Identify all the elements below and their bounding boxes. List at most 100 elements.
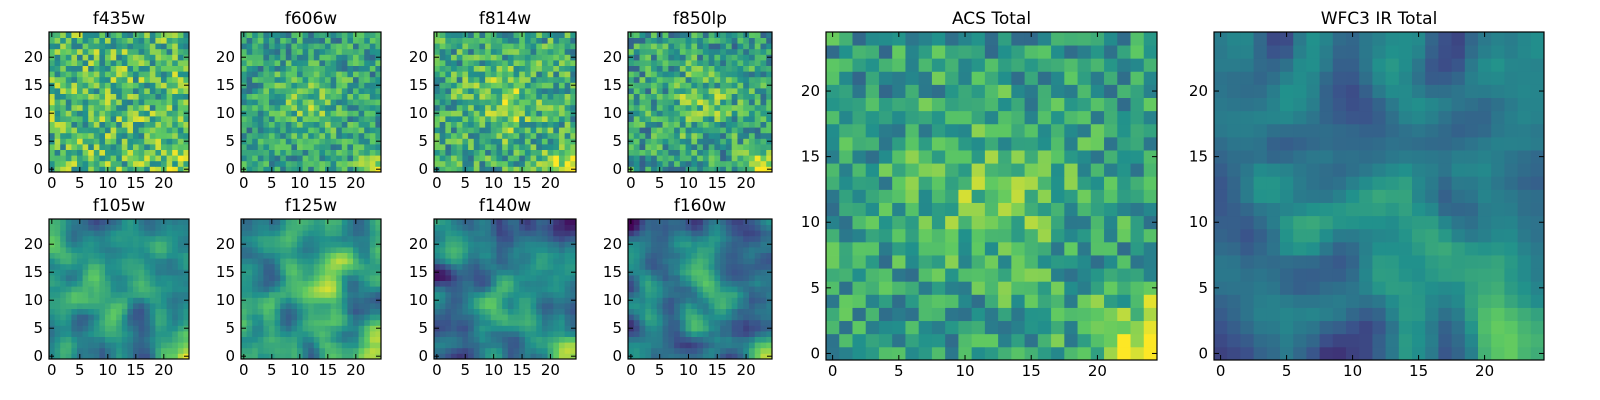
heatmap-cell — [364, 88, 371, 94]
heatmap-cell — [49, 319, 55, 326]
heatmap-cell — [246, 88, 253, 94]
heatmap-cell — [161, 230, 167, 237]
heatmap-cell — [155, 32, 162, 38]
heatmap-cell — [445, 93, 452, 100]
heatmap-cell — [558, 127, 566, 134]
heatmap-cell — [65, 149, 72, 156]
heatmap-cell — [720, 37, 727, 44]
heatmap-cell — [439, 43, 446, 50]
heatmap-cell — [246, 224, 253, 231]
x-tick-label: 0 — [239, 361, 249, 379]
heatmap-cell — [110, 286, 117, 293]
heatmap-cell — [110, 71, 117, 78]
heatmap-cell — [375, 43, 382, 50]
heatmap-cell — [697, 149, 704, 156]
heatmap-cell — [116, 121, 123, 128]
heatmap-cell — [473, 347, 480, 354]
heatmap-cell — [336, 127, 343, 134]
heatmap-cell — [280, 110, 287, 117]
heatmap-cell — [246, 32, 253, 38]
heatmap-cell — [679, 54, 686, 61]
heatmap-cell — [451, 144, 458, 150]
heatmap-cell — [748, 82, 756, 89]
heatmap-cell — [725, 138, 733, 145]
heatmap-cell — [445, 331, 452, 337]
heatmap-cell — [536, 82, 543, 89]
heatmap-cell — [697, 286, 704, 293]
heatmap-cell — [347, 252, 354, 259]
heatmap-cell — [570, 342, 577, 349]
heatmap-cell — [336, 252, 343, 259]
heatmap-cell — [308, 347, 315, 354]
heatmap-cell — [155, 104, 162, 111]
heatmap-cell — [99, 54, 106, 61]
heatmap-cell — [347, 219, 354, 225]
heatmap-cell — [336, 230, 343, 237]
heatmap-cell — [547, 76, 554, 83]
heatmap-cell — [633, 65, 640, 72]
heatmap-cell — [369, 138, 376, 145]
heatmap-cell — [553, 230, 560, 237]
heatmap-cell — [628, 104, 635, 111]
heatmap-cell — [737, 32, 744, 38]
heatmap-cell — [496, 297, 503, 304]
heatmap-cell — [564, 132, 571, 139]
heatmap-cell — [347, 286, 354, 293]
heatmap-cell — [60, 54, 67, 61]
heatmap-cell — [725, 336, 733, 343]
heatmap-cell — [462, 93, 469, 100]
heatmap-cell — [121, 71, 128, 78]
heatmap-cell — [748, 342, 756, 349]
panel-title: f125w — [285, 196, 337, 216]
heatmap-cell — [88, 258, 95, 265]
heatmap-cell — [161, 347, 167, 354]
heatmap-cell — [679, 336, 686, 343]
heatmap-cell — [513, 144, 520, 150]
heatmap-cell — [93, 275, 100, 281]
heatmap-cell — [468, 235, 475, 242]
heatmap-cell — [645, 43, 652, 50]
heatmap-cell — [451, 353, 458, 360]
heatmap-cell — [313, 116, 320, 122]
heatmap-cell — [127, 104, 134, 111]
heatmap-cell — [358, 314, 365, 321]
heatmap-cell — [308, 331, 315, 337]
heatmap-cell — [133, 342, 139, 349]
heatmap-cell — [502, 65, 509, 72]
heatmap-cell — [71, 65, 78, 72]
heatmap-cell — [558, 252, 566, 259]
heatmap-cell — [748, 88, 756, 94]
heatmap-cell — [691, 60, 698, 66]
heatmap-cell — [502, 144, 509, 150]
heatmap-cell — [116, 314, 123, 321]
heatmap-cell — [714, 71, 721, 78]
heatmap-cell — [149, 116, 156, 122]
heatmap-cell — [177, 43, 184, 50]
heatmap-cell — [302, 342, 309, 349]
heatmap-cell — [558, 336, 566, 343]
heatmap-cell — [708, 32, 715, 38]
heatmap-cell — [456, 149, 463, 156]
heatmap-cell — [369, 116, 376, 122]
heatmap-cell — [99, 116, 106, 122]
heatmap-cell — [564, 347, 571, 354]
heatmap-cell — [748, 291, 756, 298]
heatmap-cell — [519, 275, 526, 281]
heatmap-cell — [725, 48, 733, 55]
heatmap-cell — [330, 116, 337, 122]
heatmap-cell — [708, 99, 715, 106]
heatmap-cell — [485, 331, 492, 337]
heatmap-cell — [65, 32, 72, 38]
heatmap-cell — [760, 65, 767, 72]
heatmap-cell — [754, 319, 761, 326]
x-tick-label: 5 — [655, 174, 665, 192]
heatmap-cell — [263, 82, 270, 89]
heatmap-cell — [177, 275, 184, 281]
heatmap-cell — [502, 263, 509, 270]
heatmap-cell — [364, 93, 371, 100]
heatmap-cell — [748, 71, 756, 78]
heatmap-cell — [541, 319, 548, 326]
heatmap-cell — [725, 60, 733, 66]
heatmap-cell — [468, 219, 475, 225]
heatmap-cell — [628, 127, 635, 134]
